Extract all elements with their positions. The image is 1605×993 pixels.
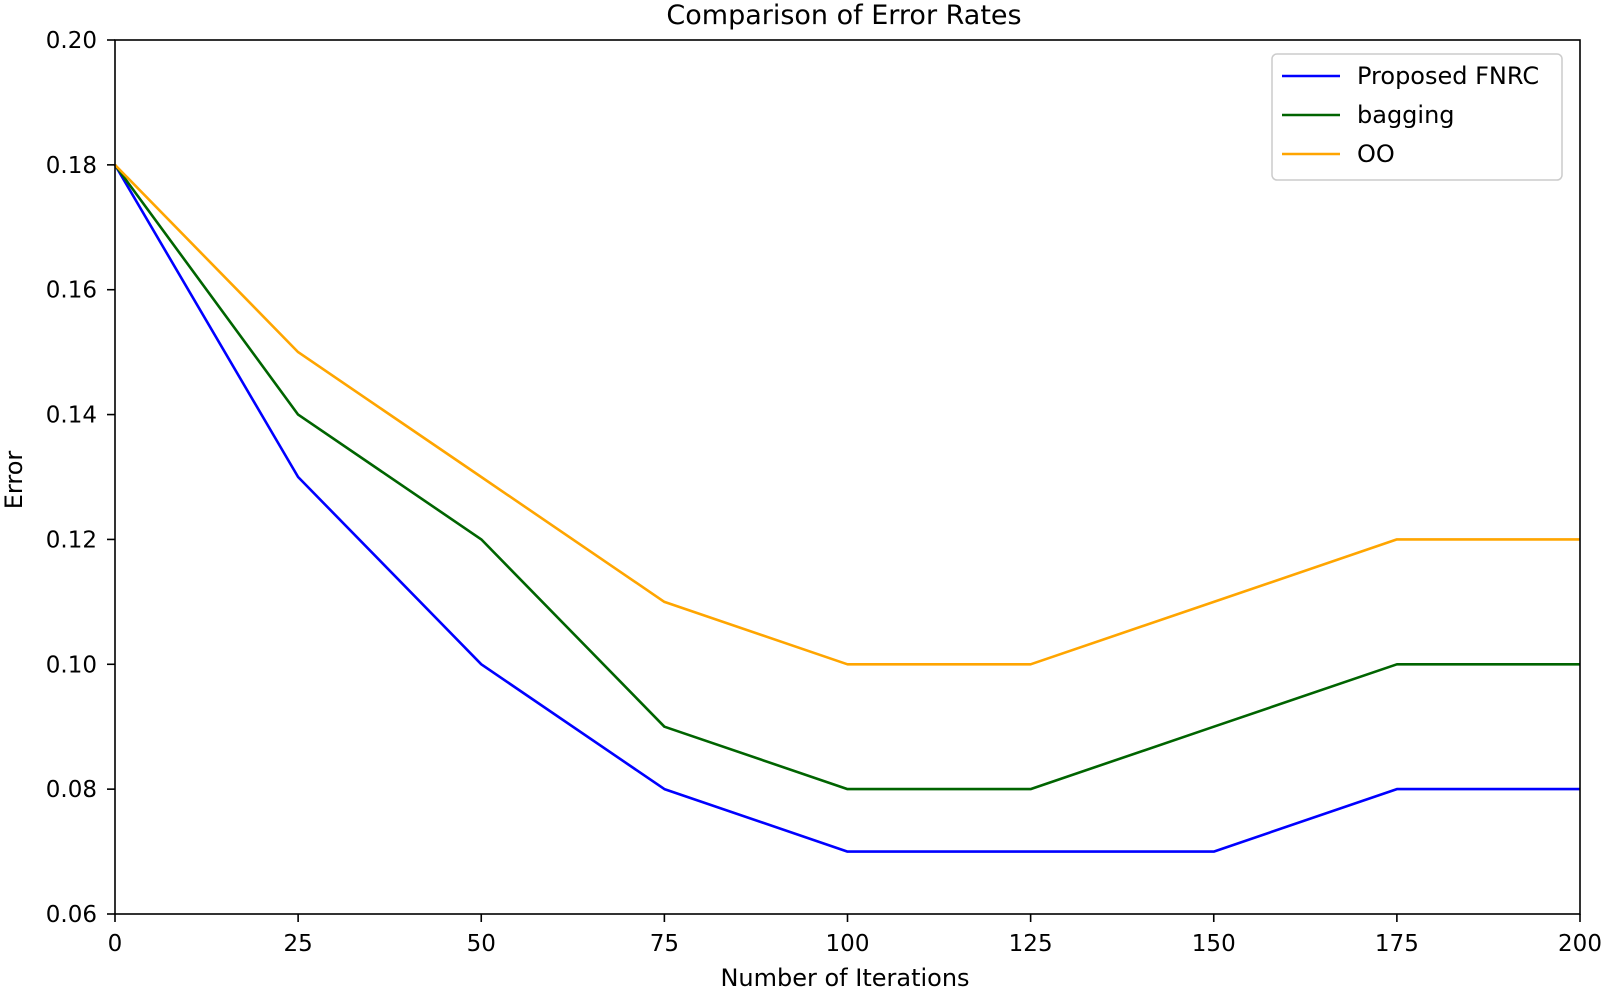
x-tick-label: 175 bbox=[1375, 931, 1419, 957]
x-axis-title: Number of Iterations bbox=[720, 964, 969, 992]
y-tick-label: 0.06 bbox=[46, 902, 97, 928]
y-tick-label: 0.16 bbox=[46, 278, 97, 304]
y-tick-label: 0.12 bbox=[46, 527, 97, 553]
y-axis: 0.06 0.08 0.10 0.12 0.14 0.16 0.18 0.20 bbox=[46, 28, 115, 928]
series-line-0 bbox=[113, 164, 1580, 853]
y-tick-label: 0.18 bbox=[46, 153, 97, 179]
x-tick-label: 200 bbox=[1558, 931, 1602, 957]
x-tick-label: 0 bbox=[108, 931, 123, 957]
x-tick-label: 125 bbox=[1009, 931, 1053, 957]
legend-label-2: OO bbox=[1357, 140, 1395, 168]
y-tick-label: 0.10 bbox=[46, 652, 97, 678]
plot-lines bbox=[113, 163, 1580, 853]
x-tick-label: 100 bbox=[826, 931, 870, 957]
x-tick-label: 50 bbox=[467, 931, 496, 957]
y-tick-label: 0.14 bbox=[46, 403, 97, 429]
y-tick-label: 0.08 bbox=[46, 777, 97, 803]
series-line-1 bbox=[113, 164, 1580, 791]
series-line-2 bbox=[114, 163, 1580, 666]
x-tick-label: 75 bbox=[650, 931, 679, 957]
y-axis-title: Error bbox=[0, 451, 28, 510]
x-tick-label: 25 bbox=[283, 931, 312, 957]
x-axis: 0 25 50 75 100 125 150 175 200 bbox=[108, 914, 1602, 957]
legend-box bbox=[1271, 53, 1563, 181]
legend-label-0: Proposed FNRC bbox=[1357, 62, 1539, 90]
chart-title: Comparison of Error Rates bbox=[666, 0, 1021, 31]
y-tick-label: 0.20 bbox=[46, 28, 97, 54]
legend-label-1: bagging bbox=[1357, 101, 1455, 129]
x-tick-label: 150 bbox=[1192, 931, 1236, 957]
legend: Proposed FNRC bagging OO bbox=[1271, 53, 1563, 181]
